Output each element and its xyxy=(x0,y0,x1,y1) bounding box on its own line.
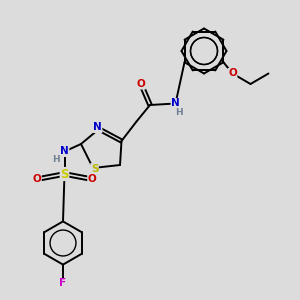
Text: S: S xyxy=(60,167,69,181)
Text: O: O xyxy=(136,79,146,89)
Text: O: O xyxy=(88,173,97,184)
Text: F: F xyxy=(59,278,67,289)
Text: O: O xyxy=(32,173,41,184)
Text: S: S xyxy=(91,164,98,174)
Text: N: N xyxy=(93,122,102,133)
Text: H: H xyxy=(175,108,182,117)
Text: N: N xyxy=(60,146,69,157)
Text: N: N xyxy=(171,98,180,109)
Text: O: O xyxy=(228,68,237,79)
Text: H: H xyxy=(52,155,59,164)
